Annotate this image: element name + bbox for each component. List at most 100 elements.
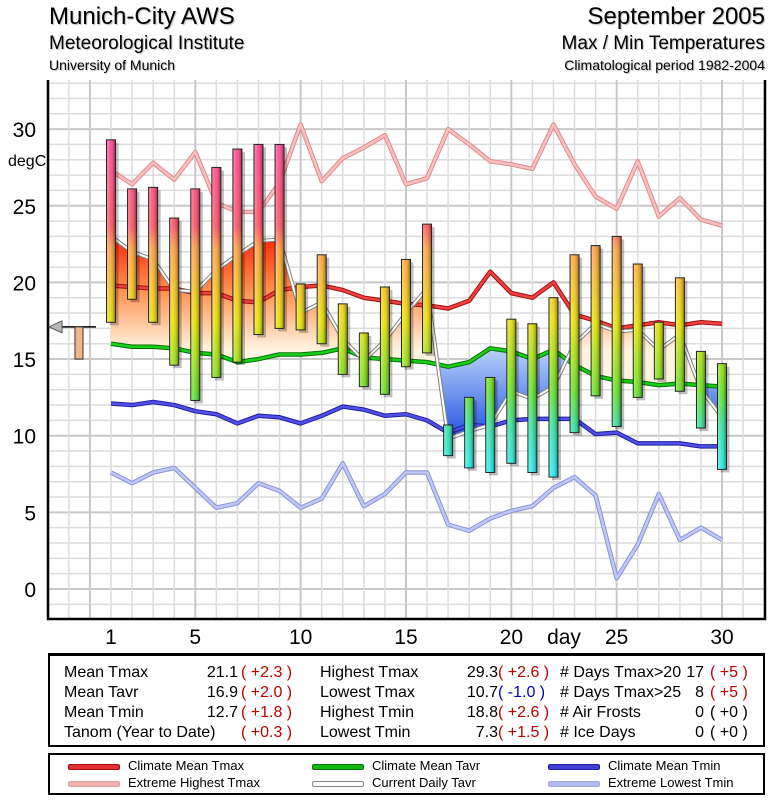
bar-highlight xyxy=(612,236,621,427)
legend-label: Extreme Highest Tmax xyxy=(128,775,260,790)
legend-swatch xyxy=(68,764,120,770)
stat-label: # Air Frosts xyxy=(560,704,641,721)
stat-row: Mean Tmax 21.1( +2.3 ) xyxy=(50,663,763,683)
stat-label: # Days Tmax>25 xyxy=(560,684,682,701)
stat-row: Lowest Tmax 10.7( -1.0 ) xyxy=(50,683,763,703)
x-tick-label: 30 xyxy=(710,626,733,649)
legend-swatch xyxy=(68,781,120,787)
y-tick-label: 15 xyxy=(13,349,36,372)
x-tick-label: 1 xyxy=(105,626,117,649)
stat-value: 29.3 xyxy=(466,664,498,681)
stat-label: Highest Tmin xyxy=(320,704,414,721)
stat-deviation: ( +0.3 ) xyxy=(241,724,293,741)
legend-label: Extreme Lowest Tmin xyxy=(608,775,734,790)
stat-row: Tanom (Year to Date) ( +0.3 ) xyxy=(50,723,763,743)
y-tick-label: 5 xyxy=(24,502,36,525)
stat-row: Highest Tmax 29.3( +2.6 ) xyxy=(50,663,763,683)
stat-deviation: ( +0 ) xyxy=(710,704,748,721)
extreme-lowest-tmin-line xyxy=(110,462,723,580)
bar-highlight xyxy=(654,322,663,379)
stat-row: # Days Tmax>25 8 ( +5 ) xyxy=(50,683,763,703)
stat-deviation: ( +0 ) xyxy=(710,724,748,741)
plot-border xyxy=(46,80,767,621)
bar-highlight xyxy=(465,397,474,468)
stat-deviation: ( +1.8 ) xyxy=(241,704,293,721)
bar-highlight xyxy=(191,189,200,400)
stat-deviation: ( +2.6 ) xyxy=(498,664,550,681)
legend-label: Climate Mean Tavr xyxy=(372,758,481,773)
bar-highlight xyxy=(380,287,389,394)
x-tick-label: 10 xyxy=(289,626,312,649)
stat-value: 12.7 xyxy=(206,704,238,721)
legend-label: Climate Mean Tmin xyxy=(608,758,721,773)
stat-value: 8 xyxy=(695,684,704,701)
legend-label: Climate Mean Tmax xyxy=(128,758,245,773)
y-axis-label: degC xyxy=(8,153,46,170)
bar-highlight xyxy=(359,333,368,387)
bar-highlight xyxy=(128,189,137,299)
climate-mean-tmin-line xyxy=(110,400,723,448)
chart-subtitle: Max / Min Temperatures xyxy=(561,33,765,54)
bar-highlight xyxy=(254,144,263,335)
stat-deviation: ( +1.5 ) xyxy=(498,724,550,741)
bar-highlight xyxy=(718,364,727,469)
bar-highlight xyxy=(528,324,537,472)
stat-value: 18.8 xyxy=(466,704,498,721)
bar-highlight xyxy=(570,255,579,433)
stat-value: 17 xyxy=(686,664,704,681)
monthly-mean-marker xyxy=(47,320,96,360)
statistics-panel: Mean Tmax 21.1( +2.3 ) Mean Tavr 16.9( +2.0… xyxy=(48,653,765,747)
bar-highlight xyxy=(423,224,432,353)
y-tick-label: 20 xyxy=(13,272,36,295)
stat-row: # Days Tmax>20 17 ( +5 ) xyxy=(50,663,763,683)
stat-value: 0 xyxy=(695,724,704,741)
bar-highlight xyxy=(212,167,221,377)
stat-deviation: ( +5 ) xyxy=(710,664,748,681)
stat-row: Mean Tmin 12.7( +1.8 ) xyxy=(50,703,763,723)
legend: Climate Mean Tmax Extreme Highest Tmax Cli… xyxy=(48,753,765,795)
x-tick-label: 5 xyxy=(189,626,201,649)
bar-highlight xyxy=(675,278,684,391)
stat-label: Lowest Tmax xyxy=(320,684,415,701)
stat-label: # Ice Days xyxy=(560,724,636,741)
stat-label: Mean Tmin xyxy=(64,704,144,721)
stat-label: Mean Tavr xyxy=(64,684,139,701)
stat-value: 10.7 xyxy=(466,684,498,701)
stat-row: # Ice Days 0 ( +0 ) xyxy=(50,723,763,743)
bar-highlight xyxy=(233,149,242,362)
stat-deviation: ( +2.0 ) xyxy=(241,684,293,701)
daily-bars xyxy=(106,139,730,481)
stat-label: # Days Tmax>20 xyxy=(560,664,682,681)
bar-highlight xyxy=(633,264,642,397)
bar-highlight xyxy=(549,298,558,477)
climate-period: Climatological period 1982-2004 xyxy=(564,57,765,73)
bar-highlight xyxy=(591,246,600,396)
month-title: September 2005 xyxy=(587,3,765,30)
bar-highlight xyxy=(170,218,179,365)
bar-highlight xyxy=(444,425,453,456)
y-tick-label: 30 xyxy=(13,119,36,142)
y-tick-label: 10 xyxy=(13,426,36,449)
bar-highlight xyxy=(401,259,410,367)
bar-highlight xyxy=(275,144,284,328)
stat-deviation: ( -1.0 ) xyxy=(498,684,546,701)
monthly-mean-bar xyxy=(74,326,84,360)
bar-highlight xyxy=(696,351,705,428)
stat-label: Mean Tmax xyxy=(64,664,149,681)
stat-row: Highest Tmin 18.8( +2.6 ) xyxy=(50,703,763,723)
legend-label: Current Daily Tavr xyxy=(372,775,476,790)
legend-swatch xyxy=(548,781,600,787)
x-tick-label: 20 xyxy=(500,626,523,649)
stat-value: 0 xyxy=(695,704,704,721)
station-title: Munich-City AWS xyxy=(49,3,235,30)
stat-label: Tanom (Year to Date) xyxy=(64,724,216,741)
legend-swatch xyxy=(548,764,600,770)
stat-value: 21.1 xyxy=(206,664,238,681)
bar-highlight xyxy=(507,319,516,463)
stat-row: Lowest Tmin 7.3( +1.5 ) xyxy=(50,723,763,743)
legend-swatch xyxy=(312,764,364,770)
y-tick-label: 0 xyxy=(24,579,36,602)
legend-swatch xyxy=(312,781,364,787)
stat-deviation: ( +2.3 ) xyxy=(241,664,293,681)
